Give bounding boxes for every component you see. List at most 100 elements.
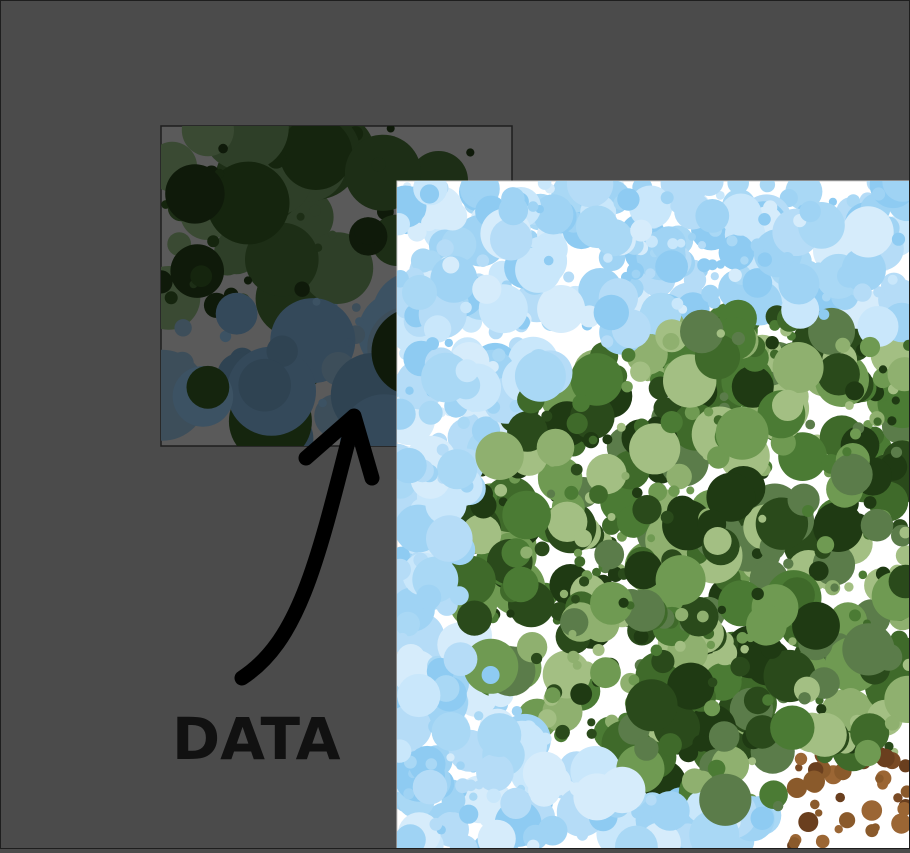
sky-dot: [501, 187, 525, 211]
trunk-dot: [875, 774, 884, 783]
leaf-dot: [816, 704, 826, 714]
leaf-dot: [855, 740, 881, 766]
sky-dot: [430, 818, 443, 831]
sample-dot: [314, 244, 322, 252]
sky-dot: [424, 315, 451, 342]
sky-dot: [577, 829, 588, 840]
sky-dot: [437, 449, 477, 489]
sky-dot: [521, 720, 536, 735]
sky-dot: [460, 302, 472, 314]
leaf-dot: [579, 576, 589, 586]
leaf-dot: [567, 651, 579, 663]
sky-dot: [402, 275, 437, 310]
leaf-dot: [697, 611, 709, 623]
leaf-dot: [752, 588, 764, 600]
sky-dot: [426, 337, 439, 350]
sky-dot: [388, 739, 411, 762]
sample-dot: [165, 164, 224, 223]
leaf-dot: [675, 608, 688, 621]
leaf-dot: [693, 735, 710, 752]
sample-dot: [218, 144, 228, 154]
leaf-dot: [634, 736, 658, 760]
tree-mosaic-circles: [377, 159, 910, 849]
sample-dot: [244, 276, 252, 284]
sky-dot: [426, 515, 473, 562]
sample-dot: [318, 399, 327, 408]
leaf-dot: [619, 598, 629, 608]
sky-dot: [397, 674, 440, 717]
leaf-dot: [647, 534, 655, 542]
trunk-dot: [835, 793, 845, 803]
leaf-dot: [699, 774, 751, 826]
leaf-dot: [545, 687, 561, 703]
sample-dot: [165, 291, 178, 304]
sky-dot: [603, 253, 613, 263]
sky-dot: [888, 275, 898, 285]
sky-dot: [576, 206, 619, 249]
leaf-dot: [589, 436, 598, 445]
leaf-dot: [571, 595, 580, 604]
sky-dot: [421, 215, 438, 232]
sky-dot: [601, 335, 613, 347]
sky-dot: [763, 200, 777, 214]
sky-dot: [677, 239, 686, 248]
leaf-dot: [574, 556, 585, 567]
leaf-dot: [656, 555, 706, 605]
trunk-dot: [871, 823, 880, 832]
sky-dot: [458, 417, 470, 429]
sky-dot: [436, 239, 453, 256]
leaf-dot: [686, 486, 694, 494]
sky-dot: [420, 184, 439, 203]
sky-dot: [599, 767, 645, 813]
leaf-dot: [475, 432, 523, 480]
sample-dot: [207, 235, 219, 247]
sample-dot: [352, 303, 361, 312]
leaf-dot: [708, 678, 718, 688]
sky-dot: [650, 791, 690, 831]
sky-dot: [405, 387, 413, 395]
sky-dot: [727, 235, 738, 246]
leaf-dot: [675, 641, 686, 652]
leaf-dot: [845, 401, 854, 410]
leaf-dot: [630, 362, 650, 382]
leaf-dot: [535, 542, 550, 557]
leaf-dot: [887, 416, 896, 425]
leaf-dot: [864, 496, 877, 509]
sky-dot: [446, 753, 454, 761]
leaf-dot: [564, 486, 578, 500]
sky-dot: [459, 805, 478, 824]
leaf-dot: [798, 692, 810, 704]
leaf-dot: [830, 583, 838, 591]
trunk-dot: [795, 753, 807, 765]
trunk-dot: [816, 835, 830, 849]
sky-dot: [544, 256, 554, 266]
leaf-dot: [632, 495, 661, 524]
leaf-dot: [503, 567, 539, 603]
sky-dot: [542, 767, 571, 796]
leaf-dot: [622, 348, 636, 362]
sample-dot: [372, 157, 386, 171]
leaf-dot: [457, 601, 492, 636]
trunk-dot: [839, 812, 855, 828]
sample-dot: [187, 366, 230, 409]
sky-dot: [632, 270, 641, 279]
arrow-to-sample: [242, 416, 372, 678]
leaf-dot: [531, 653, 542, 664]
trunk-dot: [787, 778, 807, 798]
leaf-dot: [730, 657, 750, 677]
leaf-dot: [704, 407, 713, 416]
sky-dot: [688, 233, 696, 241]
sample-dot: [149, 270, 172, 293]
leaf-dot: [842, 447, 851, 456]
leaf-dot: [717, 329, 725, 337]
leaf-dot: [495, 484, 508, 497]
leaf-dot: [770, 706, 814, 750]
sky-dot: [672, 298, 684, 310]
leaf-dot: [651, 645, 663, 657]
sky-dot: [537, 285, 585, 333]
sky-dot: [472, 275, 501, 304]
sky-dot: [438, 202, 467, 231]
sky-dot: [695, 199, 729, 233]
leaf-dot: [860, 337, 880, 357]
leaf-dot: [574, 530, 592, 548]
